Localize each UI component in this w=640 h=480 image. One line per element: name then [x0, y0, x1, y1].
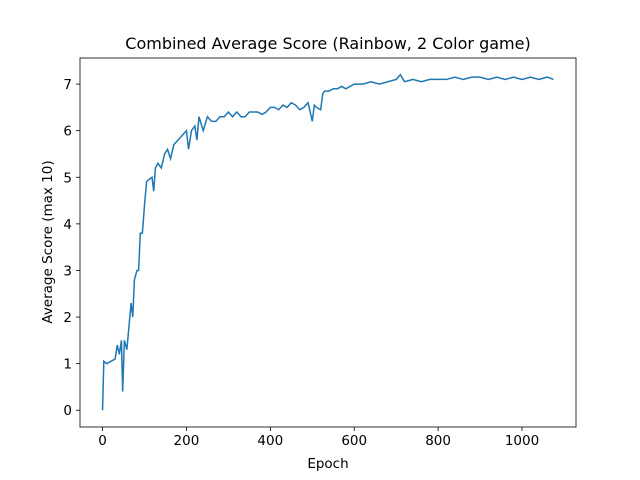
x-tick-label: 200: [174, 433, 200, 449]
y-tick-label: 4: [63, 217, 72, 233]
x-axis-label: Epoch: [307, 456, 348, 472]
x-tick-label: 800: [425, 433, 451, 449]
x-tick-label: 1000: [505, 433, 539, 449]
chart-title: Combined Average Score (Rainbow, 2 Color…: [125, 34, 530, 53]
y-tick-label: 5: [63, 170, 72, 186]
x-tick-label: 400: [257, 433, 283, 449]
x-tick-label: 600: [341, 433, 367, 449]
y-tick-label: 0: [63, 403, 72, 419]
y-tick-label: 2: [63, 310, 72, 326]
y-tick-label: 6: [63, 124, 72, 140]
x-tick-label: 0: [98, 433, 107, 449]
y-tick-label: 3: [63, 263, 72, 279]
y-tick-label: 7: [63, 77, 72, 93]
y-tick-label: 1: [63, 357, 72, 373]
plot-frame: [79, 57, 577, 428]
series-line: [101, 73, 554, 411]
y-axis-label: Average Score (max 10): [40, 160, 56, 323]
